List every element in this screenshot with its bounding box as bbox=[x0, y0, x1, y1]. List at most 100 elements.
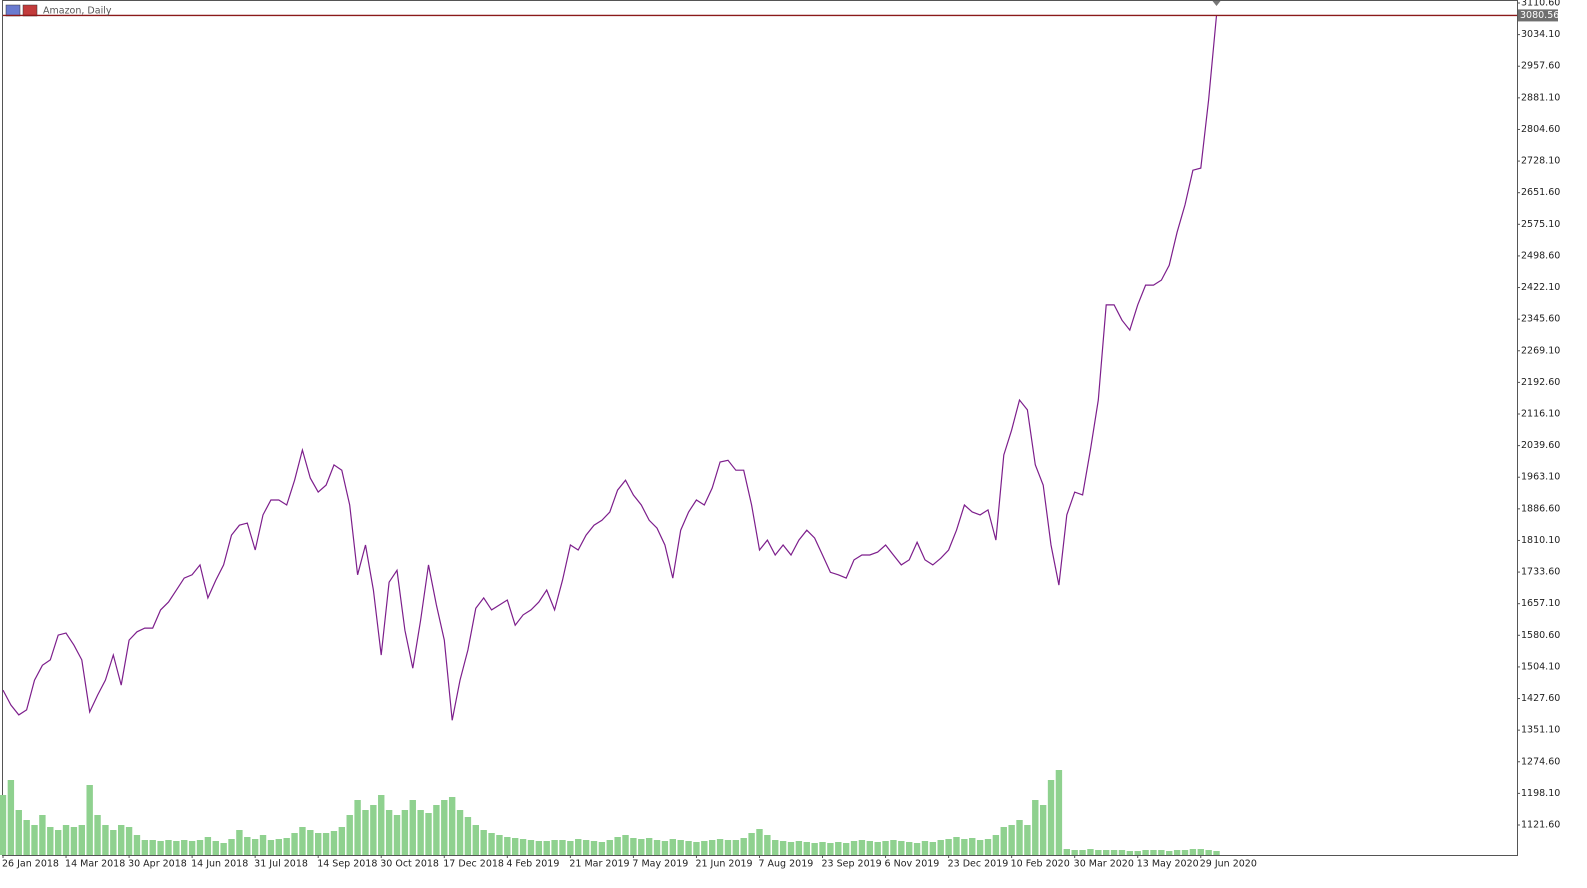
volume-bar bbox=[535, 841, 543, 855]
volume-bar bbox=[906, 842, 913, 855]
volume-bar bbox=[47, 827, 54, 855]
chart-icon bbox=[22, 4, 38, 17]
volume-bar bbox=[1166, 851, 1173, 855]
volume-bar bbox=[267, 840, 275, 855]
volume-bar bbox=[882, 841, 889, 855]
volume-bar bbox=[110, 830, 117, 855]
volume-bar bbox=[1103, 850, 1110, 855]
volume-bar bbox=[850, 841, 858, 855]
volume-bar bbox=[1079, 850, 1086, 855]
volume-bar bbox=[512, 838, 519, 855]
volume-bar bbox=[496, 835, 503, 855]
volume-bar bbox=[315, 833, 322, 855]
volume-bar bbox=[1213, 851, 1220, 855]
x-tick-label: 31 Jul 2018 bbox=[254, 859, 308, 870]
y-tick-label: 1963.10 bbox=[1521, 472, 1560, 483]
chart-icon bbox=[5, 4, 21, 17]
y-tick-label: 2957.60 bbox=[1521, 61, 1560, 72]
volume-bar bbox=[764, 835, 771, 855]
x-tick-label: 6 Nov 2019 bbox=[885, 859, 940, 870]
volume-bar bbox=[709, 840, 716, 855]
y-tick-label: 2881.10 bbox=[1521, 92, 1560, 103]
volume-bar bbox=[937, 840, 944, 855]
volume-bar bbox=[118, 825, 125, 855]
volume-bar bbox=[622, 835, 629, 855]
x-tick-label: 23 Dec 2019 bbox=[948, 859, 1009, 870]
volume-bar bbox=[54, 830, 62, 855]
x-tick-label: 23 Sep 2019 bbox=[822, 859, 882, 870]
volume-bar bbox=[362, 810, 369, 855]
volume-bar bbox=[433, 805, 440, 855]
volume-bar bbox=[732, 840, 740, 855]
y-tick-label: 1810.10 bbox=[1521, 535, 1560, 546]
volume-bar bbox=[756, 829, 763, 855]
volume-bar bbox=[1024, 825, 1031, 855]
x-tick-label: 10 Feb 2020 bbox=[1011, 859, 1070, 870]
volume-bar bbox=[842, 843, 850, 855]
volume-bar bbox=[456, 810, 464, 855]
volume-bar bbox=[527, 840, 535, 855]
y-tick-label: 2728.10 bbox=[1521, 156, 1560, 167]
volume-bar bbox=[212, 841, 219, 855]
x-tick-label: 17 Dec 2018 bbox=[443, 859, 504, 870]
volume-bar bbox=[693, 842, 700, 855]
volume-bar bbox=[551, 840, 558, 855]
volume-bar bbox=[370, 805, 377, 855]
volume-bar bbox=[1205, 850, 1212, 855]
volume-bar bbox=[188, 841, 196, 855]
y-tick-label: 2192.60 bbox=[1521, 377, 1560, 388]
volume-bar bbox=[638, 839, 645, 855]
volume-bar bbox=[748, 833, 755, 855]
y-tick-label: 1121.60 bbox=[1521, 819, 1560, 830]
volume-bar bbox=[1110, 850, 1118, 855]
volume-bar bbox=[795, 841, 803, 855]
x-tick-label: 7 Aug 2019 bbox=[758, 859, 813, 870]
volume-bar bbox=[1150, 850, 1157, 855]
volume-bar bbox=[1197, 849, 1204, 855]
plot-frame bbox=[2, 0, 1518, 856]
volume-bar bbox=[330, 831, 338, 855]
volume-bar bbox=[630, 838, 637, 855]
y-tick-label: 2651.60 bbox=[1521, 187, 1560, 198]
volume-bar bbox=[275, 839, 282, 855]
volume-bar bbox=[874, 842, 881, 855]
y-tick-label: 1274.60 bbox=[1521, 756, 1560, 767]
volume-bar bbox=[582, 840, 590, 855]
volume-bar bbox=[165, 840, 172, 855]
x-tick-label: 14 Sep 2018 bbox=[317, 859, 377, 870]
y-tick-label: 2269.10 bbox=[1521, 345, 1560, 356]
volume-bar bbox=[1000, 827, 1007, 855]
y-tick-label: 2422.10 bbox=[1521, 282, 1560, 293]
volume-bar bbox=[181, 840, 188, 855]
volume-bar bbox=[519, 839, 527, 855]
last-price-box bbox=[1518, 9, 1558, 22]
volume-bar bbox=[0, 795, 7, 855]
y-tick-label: 2804.60 bbox=[1521, 124, 1560, 135]
volume-bar bbox=[220, 843, 227, 855]
volume-bar bbox=[472, 825, 479, 855]
volume-bar bbox=[1126, 851, 1134, 855]
volume-bar bbox=[1039, 805, 1047, 855]
y-tick-label: 1427.60 bbox=[1521, 693, 1560, 704]
volume-bar bbox=[677, 840, 684, 855]
y-tick-label: 2498.60 bbox=[1521, 250, 1560, 261]
volume-bar bbox=[401, 810, 409, 855]
volume-bar bbox=[15, 810, 22, 855]
x-tick-label: 14 Mar 2018 bbox=[65, 859, 125, 870]
volume-bar bbox=[953, 837, 960, 855]
volume-bar bbox=[614, 837, 621, 855]
volume-bar bbox=[378, 795, 385, 855]
volume-bar bbox=[259, 835, 267, 855]
volume-bar bbox=[149, 840, 156, 855]
volume-bar bbox=[1055, 770, 1063, 855]
volume-bar bbox=[322, 833, 330, 855]
volume-bar bbox=[94, 815, 101, 855]
volume-bar bbox=[811, 843, 818, 855]
volume-bar bbox=[1158, 850, 1165, 855]
volume-bar bbox=[291, 833, 298, 855]
volume-bar bbox=[488, 833, 495, 855]
volume-bar bbox=[244, 837, 251, 855]
volume-bar bbox=[913, 843, 921, 855]
volume-bar bbox=[716, 839, 724, 855]
